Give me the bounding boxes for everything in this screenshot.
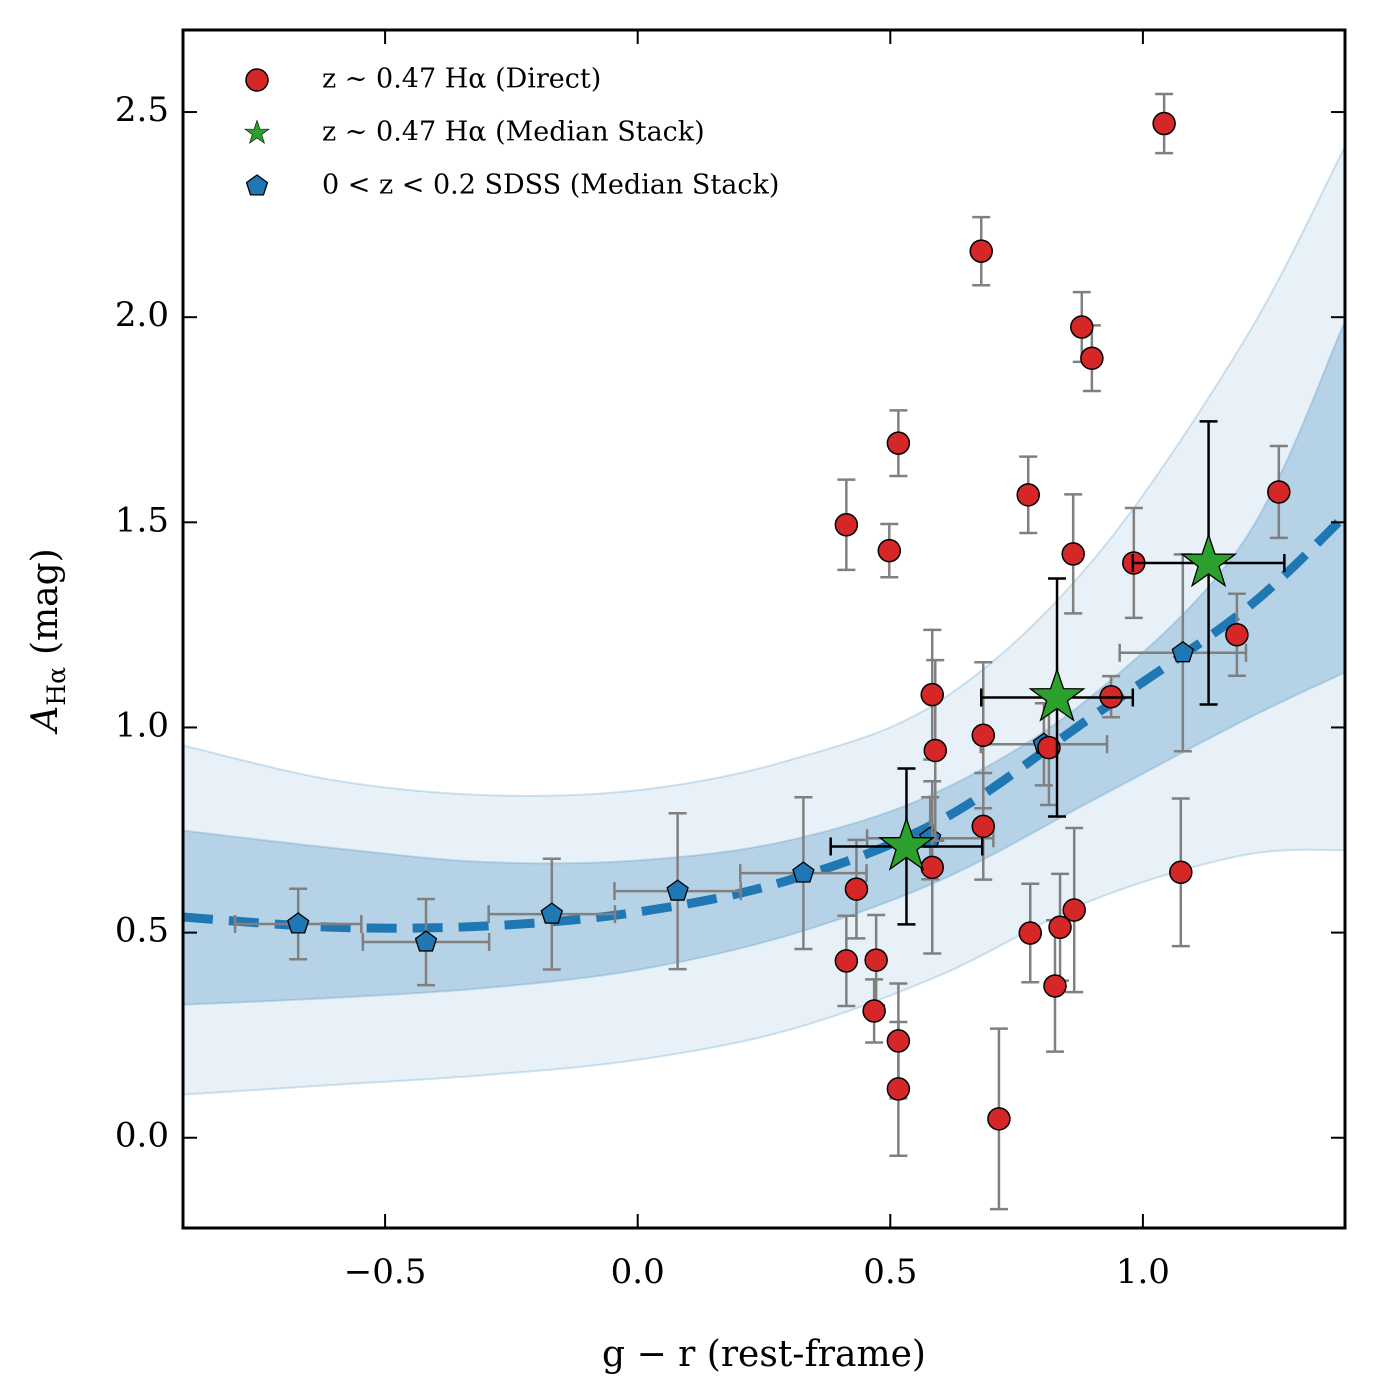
x-tick-label: 0.5 [863, 1252, 917, 1292]
data-point [1062, 898, 1086, 922]
data-point [1225, 622, 1249, 647]
x-tick-label: −0.5 [344, 1252, 427, 1292]
data-point [844, 877, 869, 901]
data-point [864, 948, 888, 972]
data-point [1180, 532, 1238, 588]
data-point [834, 513, 859, 537]
data-point [1016, 483, 1040, 507]
y-tick-label: 2.5 [115, 90, 169, 130]
legend-marker [245, 68, 269, 92]
data-point [1171, 640, 1195, 663]
data-point [414, 930, 438, 952]
plot-frame [181, 28, 1347, 1230]
data-point [886, 431, 911, 455]
data-point [862, 999, 886, 1023]
data-point [1169, 860, 1193, 885]
data-point [1048, 915, 1072, 940]
data-point [886, 1029, 911, 1053]
data-point [920, 682, 944, 707]
data-point [1061, 542, 1085, 566]
legend-label: z ∼ 0.47 Hα (Direct) [322, 64, 601, 95]
data-point [286, 912, 310, 934]
data-point [923, 738, 948, 763]
confidence-band [183, 146, 1345, 1096]
y-tick-label: 0.0 [115, 1116, 169, 1156]
data-point [877, 816, 936, 871]
y-label-unit: (mag) [25, 548, 66, 655]
data-point [971, 814, 996, 839]
data-point [792, 861, 815, 883]
legend-marker [244, 119, 270, 144]
y-tick-label: 0.5 [115, 911, 169, 951]
confidence-band [183, 320, 1345, 1006]
data-point [1267, 480, 1291, 504]
data-point [666, 879, 689, 901]
data-point [834, 949, 859, 973]
legend-label: 0 < z < 0.2 SDSS (Median Stack) [322, 170, 779, 201]
data-point [987, 1107, 1011, 1131]
legend-label: z ∼ 0.47 Hα (Median Stack) [322, 117, 705, 148]
data-point [540, 902, 564, 924]
data-point [1152, 111, 1176, 136]
x-tick-label: 0.0 [611, 1252, 665, 1292]
data-point [1037, 735, 1061, 760]
y-axis-label: AHα (mag) [25, 548, 71, 734]
data-point [886, 1077, 911, 1101]
data-point [920, 855, 944, 880]
data-point [1070, 315, 1094, 339]
data-point [971, 723, 996, 748]
data-point [1080, 346, 1104, 370]
data-point [1043, 974, 1067, 998]
overlay: −0.5 0.0 0.5 1.0 0.0 0.5 1.0 1.5 2.0 2.5 z ∼ 0.47 … [115, 28, 1347, 1292]
y-label-main: A [25, 706, 66, 735]
x-tick-label: 1.0 [1116, 1252, 1170, 1292]
x-axis-label: g − r (rest-frame) [602, 1334, 926, 1375]
y-tick-label: 1.5 [115, 500, 169, 540]
data-point [1018, 921, 1042, 945]
data-point [969, 239, 993, 263]
data-point [877, 538, 902, 563]
y-tick-label: 2.0 [115, 295, 169, 335]
data-point [1028, 667, 1086, 722]
legend-marker [245, 174, 269, 196]
plot-area [183, 146, 1345, 1096]
y-label-sub: Hα [42, 667, 71, 706]
y-tick-label: 1.0 [115, 705, 169, 745]
